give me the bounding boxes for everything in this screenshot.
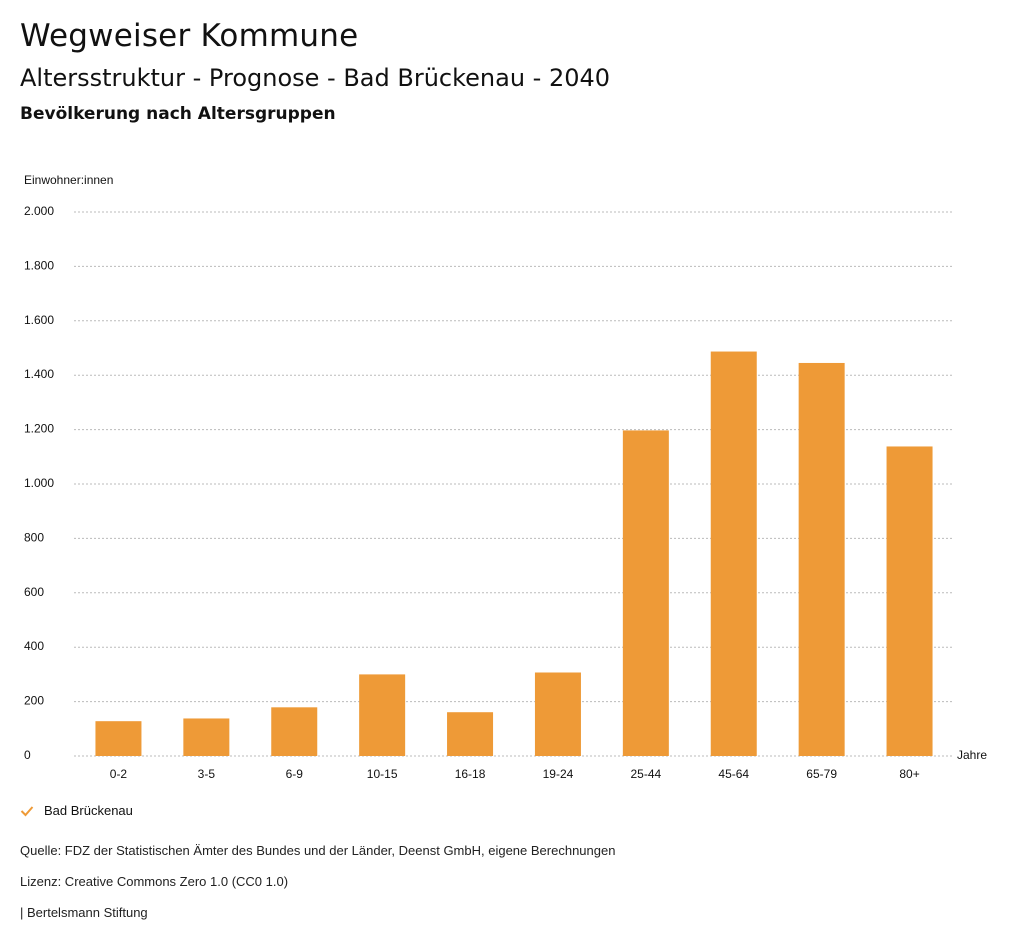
x-tick-label: 0-2 bbox=[110, 767, 128, 781]
page-title: Wegweiser Kommune bbox=[20, 18, 359, 54]
bars bbox=[95, 351, 933, 756]
y-tick-label: 600 bbox=[24, 585, 44, 599]
y-tick-label: 1.200 bbox=[24, 422, 54, 436]
y-axis-ticks: 0 200 400 600 800 1.000 1.200 1.400 1.600 1.800 2.… bbox=[24, 204, 54, 762]
y-tick-label: 1.000 bbox=[24, 476, 54, 490]
bar-chart: Einwohner:innen Jahre 0 200 400 600 800 1.000… bbox=[24, 173, 987, 781]
bar-6-9[interactable] bbox=[271, 707, 318, 756]
y-tick-label: 1.400 bbox=[24, 367, 54, 381]
bar-25-44[interactable] bbox=[622, 430, 669, 756]
x-tick-label: 45-64 bbox=[718, 767, 749, 781]
bar-80+[interactable] bbox=[886, 446, 933, 756]
y-axis-label: Einwohner:innen bbox=[24, 173, 113, 187]
y-tick-label: 400 bbox=[24, 639, 44, 653]
source-note: Quelle: FDZ der Statistischen Ämter des … bbox=[20, 843, 616, 858]
y-tick-label: 1.800 bbox=[24, 258, 54, 272]
bar-0-2[interactable] bbox=[95, 721, 142, 756]
x-axis-ticks: 0-2 3-5 6-9 10-15 16-18 19-24 25-44 45-64 65-79 8… bbox=[110, 767, 920, 781]
chart-subtitle: Altersstruktur - Prognose - Bad Brückena… bbox=[20, 64, 611, 92]
y-tick-label: 800 bbox=[24, 530, 44, 544]
bar-19-24[interactable] bbox=[534, 672, 581, 756]
y-tick-label: 0 bbox=[24, 748, 31, 762]
x-tick-label: 25-44 bbox=[630, 767, 661, 781]
brand-note[interactable]: | Bertelsmann Stiftung bbox=[20, 905, 148, 920]
x-tick-label: 6-9 bbox=[286, 767, 304, 781]
checkmark-icon bbox=[20, 805, 34, 816]
bar-16-18[interactable] bbox=[447, 712, 494, 756]
license-note: Lizenz: Creative Commons Zero 1.0 (CC0 1… bbox=[20, 874, 289, 889]
y-tick-label: 2.000 bbox=[24, 204, 54, 218]
x-tick-label: 16-18 bbox=[455, 767, 486, 781]
chart-heading: Bevölkerung nach Altersgruppen bbox=[20, 104, 336, 124]
legend-item-bad-brueckenau[interactable]: Bad Brückenau bbox=[20, 803, 133, 818]
x-tick-label: 80+ bbox=[899, 767, 919, 781]
bar-45-64[interactable] bbox=[710, 351, 757, 756]
bar-3-5[interactable] bbox=[183, 718, 230, 756]
x-tick-label: 3-5 bbox=[198, 767, 216, 781]
legend-label: Bad Brückenau bbox=[44, 803, 133, 818]
bar-65-79[interactable] bbox=[798, 362, 845, 756]
bar-10-15[interactable] bbox=[359, 674, 406, 756]
x-tick-label: 19-24 bbox=[543, 767, 574, 781]
y-tick-label: 200 bbox=[24, 694, 44, 708]
x-axis-label: Jahre bbox=[957, 748, 987, 762]
x-tick-label: 65-79 bbox=[806, 767, 837, 781]
y-tick-label: 1.600 bbox=[24, 313, 54, 327]
x-tick-label: 10-15 bbox=[367, 767, 398, 781]
